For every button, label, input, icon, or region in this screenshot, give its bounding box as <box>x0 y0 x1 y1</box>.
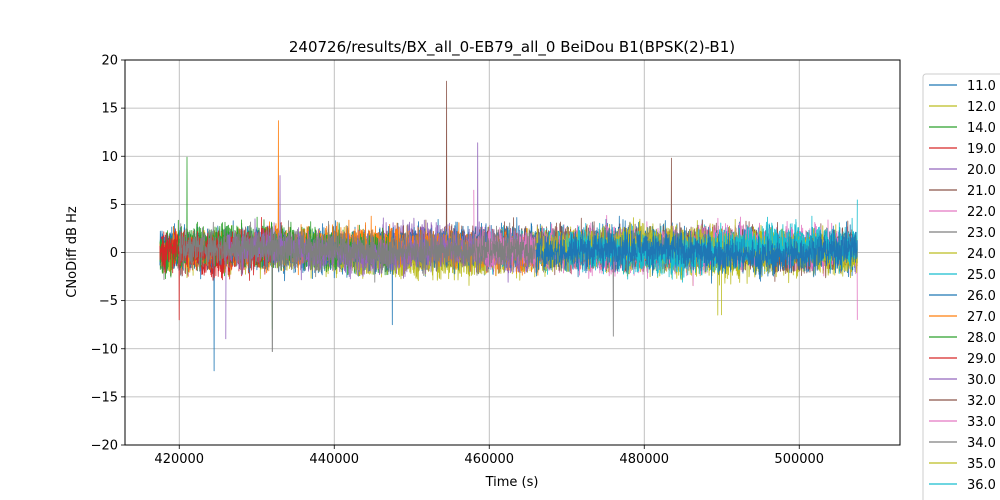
x-tick-label: 460000 <box>464 452 514 467</box>
legend-label: 34.0 <box>967 436 996 451</box>
legend-label: 20.0 <box>967 163 996 178</box>
legend-label: 35.0 <box>967 457 996 472</box>
legend-label: 26.0 <box>967 289 996 304</box>
x-tick-label: 440000 <box>309 452 359 467</box>
legend-label: 32.0 <box>967 394 996 409</box>
x-axis-ticks: 420000 440000 460000 480000 500000 <box>154 445 824 467</box>
legend-label: 27.0 <box>967 310 996 325</box>
legend-label: 19.0 <box>967 142 996 157</box>
legend-label: 25.0 <box>967 268 996 283</box>
y-tick-label: 0 <box>110 246 118 261</box>
chart-title: 240726/results/BX_all_0-EB79_all_0 BeiDo… <box>289 38 735 57</box>
x-tick-label: 480000 <box>619 452 669 467</box>
legend-label: 29.0 <box>967 352 996 367</box>
legend-label: 14.0 <box>967 121 996 136</box>
legend-label: 24.0 <box>967 247 996 262</box>
series-line-37.0 <box>535 220 858 284</box>
legend-label: 36.0 <box>967 478 996 493</box>
legend-box <box>922 73 1000 500</box>
y-tick-label: 5 <box>110 198 118 213</box>
y-tick-label: −5 <box>99 294 118 309</box>
y-tick-label: 20 <box>101 54 118 69</box>
legend: 11.0 12.0 14.0 19.0 20.0 21.0 22.0 23.0 24.0 25.0… <box>922 73 1000 500</box>
x-tick-label: 500000 <box>774 452 824 467</box>
legend-label: 23.0 <box>967 226 996 241</box>
y-tick-label: 10 <box>101 150 118 165</box>
y-tick-label: −20 <box>91 439 118 454</box>
legend-label: 30.0 <box>967 373 996 388</box>
series-layer <box>159 80 858 372</box>
x-axis-label: Time (s) <box>485 475 539 490</box>
legend-label: 12.0 <box>967 100 996 115</box>
y-tick-label: −15 <box>91 390 118 405</box>
x-tick-label: 420000 <box>154 452 204 467</box>
y-tick-label: 15 <box>101 102 118 117</box>
y-axis-label: CNoDiff dB Hz <box>65 206 80 298</box>
legend-label: 11.0 <box>967 79 996 94</box>
legend-label: 22.0 <box>967 205 996 220</box>
legend-label: 21.0 <box>967 184 996 199</box>
legend-label: 28.0 <box>967 331 996 346</box>
y-tick-label: −10 <box>91 342 118 357</box>
y-axis-ticks: −20 −15 −10 −5 0 5 10 15 20 <box>91 54 125 454</box>
legend-label: 33.0 <box>967 415 996 430</box>
